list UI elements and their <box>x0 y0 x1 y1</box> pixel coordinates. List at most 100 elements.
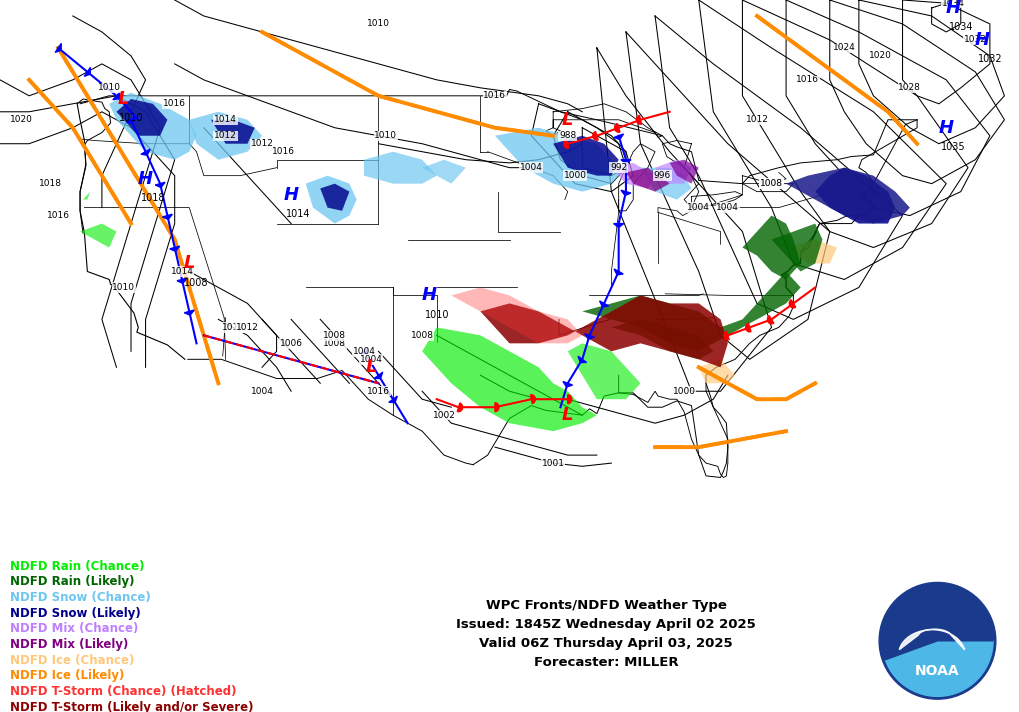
Text: 1032: 1032 <box>977 54 1003 64</box>
Text: 1016: 1016 <box>483 91 506 100</box>
Text: 1018: 1018 <box>40 179 62 188</box>
Polygon shape <box>562 382 573 387</box>
Text: L: L <box>183 254 195 273</box>
Text: 1012: 1012 <box>221 323 245 332</box>
Polygon shape <box>495 403 499 412</box>
Polygon shape <box>564 140 569 148</box>
Text: 1002: 1002 <box>432 411 455 419</box>
Polygon shape <box>155 182 165 187</box>
Polygon shape <box>568 343 641 399</box>
Text: 1028: 1028 <box>899 83 921 93</box>
Polygon shape <box>126 117 136 123</box>
Text: 1004: 1004 <box>687 203 710 212</box>
Text: L: L <box>118 90 129 108</box>
Text: 1032: 1032 <box>964 36 986 44</box>
Text: L: L <box>366 358 377 376</box>
Text: 1012: 1012 <box>214 131 237 140</box>
Text: 1014: 1014 <box>214 115 237 125</box>
Polygon shape <box>190 112 262 159</box>
Text: 1014: 1014 <box>170 267 194 276</box>
Polygon shape <box>637 115 642 124</box>
Text: 992: 992 <box>610 163 628 172</box>
Polygon shape <box>83 192 91 199</box>
Polygon shape <box>641 167 692 199</box>
Polygon shape <box>364 152 437 184</box>
Text: 1016: 1016 <box>797 75 819 84</box>
Polygon shape <box>815 167 896 224</box>
Text: NDFD Rain (Likely): NDFD Rain (Likely) <box>10 575 135 589</box>
Text: WPC Fronts/NDFD Weather Type
Issued: 1845Z Wednesday April 02 2025
Valid 06Z Thu: WPC Fronts/NDFD Weather Type Issued: 184… <box>457 599 756 669</box>
Polygon shape <box>621 159 631 164</box>
Polygon shape <box>593 132 598 140</box>
Text: 1016: 1016 <box>272 147 296 156</box>
Polygon shape <box>626 167 669 192</box>
Polygon shape <box>790 300 796 308</box>
Text: 1004: 1004 <box>251 387 273 396</box>
Text: 1016: 1016 <box>367 387 390 396</box>
Text: H: H <box>946 0 961 17</box>
Polygon shape <box>669 159 699 184</box>
Text: 1004: 1004 <box>353 347 375 356</box>
Polygon shape <box>553 136 619 176</box>
Text: L: L <box>562 407 574 424</box>
Polygon shape <box>184 310 195 315</box>
Text: 1014: 1014 <box>286 209 311 219</box>
Polygon shape <box>320 184 350 211</box>
Polygon shape <box>786 239 837 263</box>
Polygon shape <box>568 394 572 404</box>
Polygon shape <box>614 123 620 132</box>
Text: 1034: 1034 <box>942 0 965 8</box>
Text: 1001: 1001 <box>542 459 565 468</box>
Text: 1006: 1006 <box>279 339 303 348</box>
Text: 1020: 1020 <box>10 115 34 125</box>
Polygon shape <box>728 216 801 279</box>
Polygon shape <box>699 360 735 383</box>
Polygon shape <box>211 120 255 144</box>
Text: H: H <box>975 31 990 49</box>
Text: 1008: 1008 <box>760 179 783 188</box>
Text: 1004: 1004 <box>520 163 543 172</box>
Polygon shape <box>613 134 624 140</box>
Text: 1016: 1016 <box>47 211 69 220</box>
Polygon shape <box>55 43 61 53</box>
Text: 1024: 1024 <box>833 43 856 53</box>
Polygon shape <box>81 224 116 248</box>
Text: 1035: 1035 <box>942 142 966 152</box>
Text: 1010: 1010 <box>112 283 136 292</box>
Text: 996: 996 <box>654 171 671 180</box>
Polygon shape <box>531 394 535 404</box>
Text: 1012: 1012 <box>251 140 273 148</box>
Text: 1012: 1012 <box>746 115 768 125</box>
Polygon shape <box>422 159 466 184</box>
Text: H: H <box>283 186 299 204</box>
Polygon shape <box>389 396 397 402</box>
Text: 1008: 1008 <box>184 278 209 288</box>
Polygon shape <box>422 328 597 431</box>
Text: NDFD T-Storm (Chance) (Hatched): NDFD T-Storm (Chance) (Hatched) <box>10 685 236 698</box>
Text: NDFD Snow (Likely): NDFD Snow (Likely) <box>10 607 141 620</box>
Text: H: H <box>138 170 153 188</box>
Polygon shape <box>614 269 624 275</box>
Text: 1020: 1020 <box>869 51 893 61</box>
Polygon shape <box>141 150 150 155</box>
Text: 1010: 1010 <box>119 113 144 123</box>
Polygon shape <box>113 92 120 100</box>
Polygon shape <box>578 356 587 362</box>
Polygon shape <box>599 301 608 307</box>
Polygon shape <box>162 214 172 219</box>
Text: 1010: 1010 <box>374 131 397 140</box>
Text: H: H <box>938 119 954 137</box>
Polygon shape <box>655 159 692 184</box>
Text: 1010: 1010 <box>425 310 449 320</box>
Polygon shape <box>611 163 655 189</box>
Text: H: H <box>422 286 437 305</box>
Text: 1016: 1016 <box>163 99 186 108</box>
Text: 1008: 1008 <box>323 331 346 340</box>
Text: 1004: 1004 <box>716 203 740 212</box>
Polygon shape <box>116 99 167 136</box>
Polygon shape <box>611 320 713 360</box>
Wedge shape <box>881 585 994 660</box>
Text: NDFD Mix (Likely): NDFD Mix (Likely) <box>10 638 128 651</box>
Polygon shape <box>582 271 801 351</box>
Text: 1010: 1010 <box>98 83 120 93</box>
